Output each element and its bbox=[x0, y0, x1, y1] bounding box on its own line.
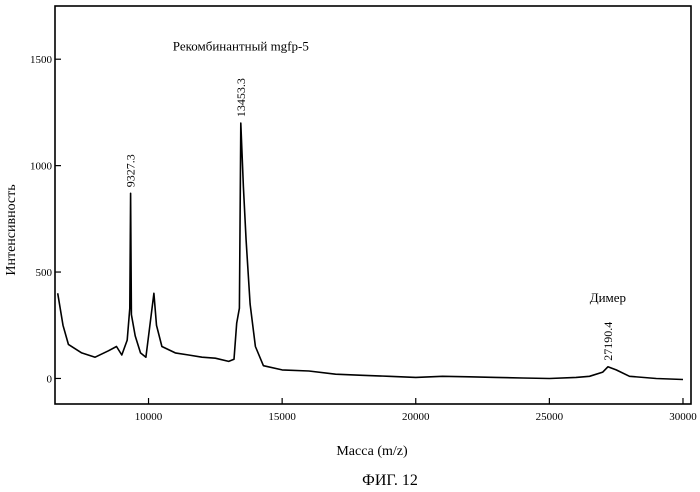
y-tick-label: 1000 bbox=[30, 161, 53, 173]
annotation-label: Димер bbox=[590, 290, 626, 305]
peak-label: 13453.3 bbox=[234, 78, 248, 117]
x-tick-label: 10000 bbox=[135, 411, 163, 423]
peak-label: 27190.4 bbox=[601, 322, 615, 361]
annotation-layer: 9327.3 13453.3 27190.4 Рекомбинантный mgfp-… bbox=[124, 39, 626, 361]
x-axis-label: Масса (m/z) bbox=[336, 444, 408, 459]
x-tick-label: 30000 bbox=[669, 411, 697, 423]
y-tick-label: 500 bbox=[36, 267, 53, 279]
series-layer bbox=[58, 123, 683, 379]
figure-caption: ФИГ. 12 bbox=[362, 472, 418, 489]
y-tick-label: 1500 bbox=[30, 54, 53, 66]
x-tick-label: 25000 bbox=[536, 411, 564, 423]
x-tick-label: 15000 bbox=[268, 411, 296, 423]
y-axis-label: Интенсивность bbox=[4, 184, 19, 275]
spectrum-line bbox=[58, 123, 683, 379]
y-tick-label: 0 bbox=[47, 373, 53, 385]
x-tick-label: 20000 bbox=[402, 411, 430, 423]
annotation-label: Рекомбинантный mgfp-5 bbox=[173, 39, 309, 54]
plot-frame bbox=[55, 6, 691, 404]
peak-label: 9327.3 bbox=[124, 154, 138, 187]
